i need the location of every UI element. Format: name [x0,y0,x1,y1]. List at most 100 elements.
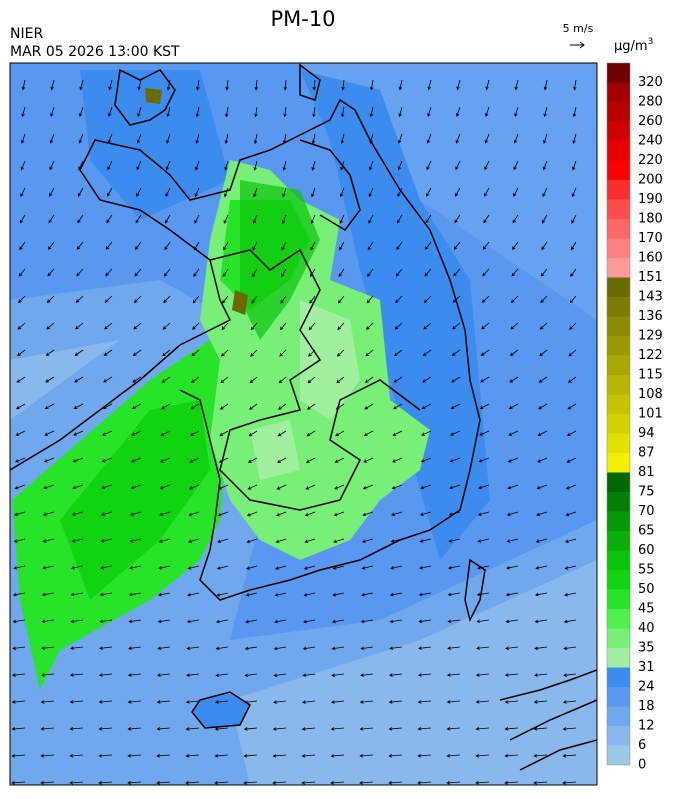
wind-arrow [253,133,258,145]
wind-arrow [334,457,345,463]
colorbar-band [607,141,630,161]
wind-arrow [70,619,84,624]
wind-arrow [363,430,374,436]
wind-arrow [392,430,403,436]
wind-arrow [41,592,55,597]
colorbar-label: 151 [638,270,663,285]
wind-arrow [189,430,200,436]
wind-arrow [480,376,490,383]
wind-arrow [187,538,200,543]
colorbar-label: 81 [638,465,655,480]
wind-arrow [364,376,374,383]
wind-arrow [161,376,171,383]
wind-arrow [195,133,200,144]
wind-arrow [426,160,432,171]
wind-arrow [330,727,345,731]
colorbar-band [607,102,630,122]
wind-arrow [133,322,142,330]
colorbar-label: 108 [638,387,663,402]
wind-arrow [222,295,229,304]
wind-arrow [389,646,403,650]
wind-arrow [13,565,26,570]
wind-arrow [192,322,200,330]
wind-arrow [194,214,200,224]
colorbar-label: 320 [638,75,663,90]
wind-arrow [246,538,258,544]
colorbar-label: 24 [638,680,655,695]
colorbar-label: 35 [638,641,655,656]
wind-arrow [74,376,84,383]
wind-arrow [193,241,200,251]
wind-arrow [423,295,432,303]
wind-arrow [70,646,84,650]
wind-arrow [101,457,113,463]
wind-arrow [12,646,26,650]
wind-arrow [102,403,113,409]
wind-arrow [306,403,316,410]
wind-arrow [156,700,171,704]
wind-arrow [47,268,55,277]
wind-arrow [540,268,548,277]
wind-arrow [102,430,113,436]
wind-arrow [128,592,142,597]
wind-arrow [252,214,258,225]
wind-arrow [185,781,200,785]
wind-arrow [127,700,142,704]
wind-arrow [185,727,200,731]
wind-arrow [278,376,287,384]
wind-arrow [367,241,374,251]
wind-arrow [163,295,171,304]
wind-arrow [482,241,490,250]
wind-arrow [452,295,461,303]
wind-arrow [565,484,577,490]
wind-arrow [77,214,84,224]
wind-arrow [78,106,84,117]
wind-arrow [305,457,316,463]
wind-arrow [339,187,345,198]
wind-arrow [504,673,519,677]
wind-arrow [508,403,519,410]
wind-arrow [223,214,229,224]
wind-arrow [253,160,258,171]
wind-arrow [20,187,26,197]
wind-arrow [196,79,200,91]
wind-arrow [188,511,200,517]
wind-arrow [511,268,519,277]
wind-arrow [244,700,258,704]
wind-arrow [70,592,84,597]
wind-arrow [566,457,577,463]
colorbar: 0 6 12 18 24 31 35 40 45 50 55 60 65 70 75 81 87 94 101 108… [606,62,663,773]
wind-arrow [312,79,317,91]
unit-base: μg/m [614,39,648,54]
wind-arrow [455,160,461,171]
wind-arrow [390,538,403,543]
colorbar-band [607,219,630,239]
wind-arrow [536,511,548,517]
wind-arrow [534,619,548,624]
wind-arrow [275,538,287,544]
wind-arrow [282,187,287,198]
wind-arrow [450,430,461,436]
wind-arrow [394,322,403,330]
wind-arrow [541,241,548,251]
wind-arrow [186,619,200,624]
wind-arrow [335,403,345,410]
colorbar-band [607,667,630,687]
wind-arrow [78,160,84,171]
wind-arrow [505,619,519,624]
wind-arrow [302,700,316,704]
wind-arrow [505,646,519,650]
wind-arrow [364,403,374,410]
wind-arrow [475,673,490,677]
wind-arrow [475,754,490,758]
wind-arrow [362,511,374,517]
wind-arrow [427,106,432,118]
title: PM-10 [270,7,335,31]
wind-arrow [78,133,84,144]
wind-arrow [245,619,258,624]
wind-arrow [214,727,229,731]
wind-arrow [484,133,490,144]
wind-arrow [534,673,548,677]
wind-arrow [100,565,113,570]
wind-arrow [193,268,200,277]
